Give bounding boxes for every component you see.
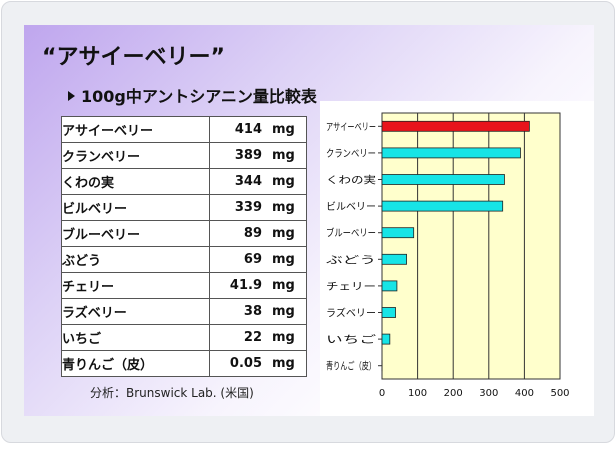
- y-tick-label: アサイーベリー: [326, 121, 376, 133]
- y-tick-label: ビルベリー: [326, 201, 376, 213]
- row-name: チェリー: [61, 272, 210, 299]
- bar: [381, 307, 396, 318]
- bar: [381, 174, 505, 185]
- row-unit: mg: [272, 304, 295, 319]
- row-name: アサイーベリー: [61, 116, 210, 143]
- x-tick-label: 400: [515, 388, 534, 399]
- bar: [381, 120, 530, 132]
- table-row: ぶどう 69 mg: [61, 246, 307, 273]
- table-row: 青りんご（皮） 0.05 mg: [61, 350, 307, 377]
- table-row: ラズベリー 38 mg: [61, 298, 307, 325]
- table-row: クランベリー 389 mg: [61, 142, 307, 169]
- subtitle-text: 100g中アントシアニン量比較表: [81, 87, 317, 106]
- row-value-cell: 389 mg: [209, 142, 307, 169]
- y-tick-label: 青りんご（皮）: [326, 360, 376, 373]
- x-tick-label: 300: [479, 388, 498, 399]
- row-value: 339: [234, 200, 262, 215]
- source-note: 分析：Brunswick Lab. (米国): [90, 386, 254, 400]
- row-unit: mg: [272, 356, 295, 371]
- row-name: クランベリー: [61, 142, 210, 169]
- table-row: ブルーベリー 89 mg: [61, 220, 307, 247]
- bar: [381, 333, 391, 345]
- bar: [381, 253, 407, 265]
- x-tick-label: 100: [408, 388, 427, 399]
- row-value: 22: [243, 330, 262, 345]
- row-name: いちご: [61, 324, 210, 351]
- row-value: 69: [243, 252, 262, 267]
- row-unit: mg: [272, 278, 295, 293]
- slide: “アサイーベリー” 100g中アントシアニン量比較表 アサイーベリー 414 mg ク…: [24, 25, 594, 416]
- table-row: ビルベリー 339 mg: [61, 194, 307, 221]
- row-value-cell: 38 mg: [209, 298, 307, 325]
- table-row: アサイーベリー 414 mg: [61, 116, 307, 143]
- row-name: ブルーベリー: [61, 220, 210, 247]
- y-tick-label: ぶどう: [326, 254, 376, 266]
- y-tick-label: ラズベリー: [326, 307, 376, 320]
- row-unit: mg: [272, 122, 295, 137]
- row-name: ビルベリー: [61, 194, 210, 221]
- row-value: 89: [243, 226, 262, 241]
- y-tick-label: くわの実: [326, 174, 376, 187]
- y-tick-label: ブルーベリー: [326, 227, 376, 240]
- bar-chart-svg: 0 100 200 300 400 500 アサイーベリークランベリーくわの実ビルベリーブル…: [326, 112, 570, 399]
- row-unit: mg: [272, 226, 295, 241]
- table-row: いちご 22 mg: [61, 324, 307, 351]
- row-value-cell: 89 mg: [209, 220, 307, 247]
- row-name: くわの実: [61, 168, 210, 195]
- row-name: ラズベリー: [61, 298, 210, 325]
- row-name: ぶどう: [61, 246, 210, 273]
- row-value-cell: 69 mg: [209, 246, 307, 273]
- row-value-cell: 414 mg: [209, 116, 307, 143]
- triangle-bullet-icon: [68, 91, 75, 101]
- table-row: チェリー 41.9 mg: [61, 272, 307, 299]
- row-value: 41.9: [229, 278, 262, 293]
- row-value: 38: [243, 304, 262, 319]
- row-value-cell: 22 mg: [209, 324, 307, 351]
- bar-chart: 0 100 200 300 400 500 アサイーベリー クランベリー くわの実ビルベリーブル…: [320, 101, 594, 416]
- bar: [381, 200, 504, 212]
- y-tick-label: いちご: [326, 333, 376, 346]
- slide-subtitle: 100g中アントシアニン量比較表: [68, 83, 317, 107]
- row-value-cell: 339 mg: [209, 194, 307, 221]
- row-unit: mg: [272, 148, 295, 163]
- bar: [381, 227, 415, 239]
- row-unit: mg: [272, 252, 295, 267]
- row-value: 344: [234, 174, 262, 189]
- x-tick-label: 500: [550, 388, 569, 399]
- y-tick-label: クランベリー: [326, 148, 376, 160]
- x-tick-label: 0: [379, 388, 385, 399]
- row-value-cell: 344 mg: [209, 168, 307, 195]
- row-name: 青りんご（皮）: [61, 350, 210, 377]
- bar: [381, 147, 521, 159]
- row-value-cell: 41.9 mg: [209, 272, 307, 299]
- row-unit: mg: [272, 330, 295, 345]
- anthocyanin-table: アサイーベリー 414 mg クランベリー 389 mg くわの実 344 mg ビルベリー 339…: [61, 116, 307, 377]
- bar: [381, 280, 398, 292]
- x-tick-label: 200: [444, 388, 463, 399]
- row-value: 389: [234, 148, 262, 163]
- row-value-cell: 0.05 mg: [209, 350, 307, 377]
- slide-title: “アサイーベリー”: [42, 45, 225, 70]
- row-unit: mg: [272, 174, 295, 189]
- row-value: 0.05: [229, 356, 262, 371]
- y-tick-label: チェリー: [326, 281, 376, 293]
- row-value: 414: [234, 122, 262, 137]
- table-row: くわの実 344 mg: [61, 168, 307, 195]
- row-unit: mg: [272, 200, 295, 215]
